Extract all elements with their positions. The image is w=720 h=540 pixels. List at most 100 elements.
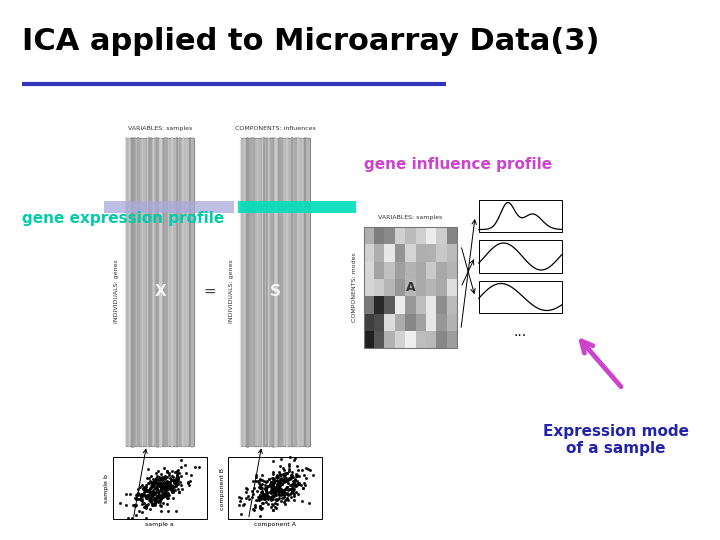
Point bbox=[279, 488, 291, 497]
Point bbox=[161, 473, 173, 482]
Point bbox=[120, 501, 132, 509]
Point bbox=[247, 490, 258, 498]
Point bbox=[274, 489, 285, 498]
Point bbox=[261, 490, 273, 499]
Point bbox=[132, 484, 144, 493]
Point bbox=[173, 480, 184, 488]
Point bbox=[267, 480, 279, 488]
Point bbox=[173, 485, 184, 494]
Point bbox=[127, 501, 139, 509]
Point bbox=[298, 479, 310, 488]
Point bbox=[287, 471, 298, 480]
Point bbox=[148, 489, 159, 497]
Point bbox=[153, 475, 164, 483]
Point bbox=[281, 483, 292, 492]
Bar bbox=[395, 227, 405, 244]
Text: sample b: sample b bbox=[104, 474, 109, 503]
Point bbox=[284, 485, 296, 494]
Point bbox=[254, 494, 266, 502]
Point bbox=[257, 490, 269, 498]
Point bbox=[153, 486, 165, 495]
Point bbox=[120, 489, 132, 498]
Point bbox=[171, 472, 183, 481]
Point bbox=[168, 482, 179, 491]
Point bbox=[134, 507, 145, 515]
Point bbox=[260, 490, 271, 498]
Point bbox=[132, 491, 143, 500]
Point bbox=[175, 456, 186, 464]
Point bbox=[240, 494, 251, 502]
Bar bbox=[374, 261, 384, 279]
Point bbox=[253, 496, 264, 504]
Point bbox=[114, 498, 125, 507]
Point bbox=[257, 490, 269, 499]
Point bbox=[255, 483, 266, 492]
Point bbox=[171, 478, 183, 487]
Point bbox=[150, 492, 161, 501]
Point bbox=[269, 488, 280, 496]
Point bbox=[264, 488, 276, 496]
Point bbox=[169, 478, 181, 487]
Point bbox=[169, 486, 181, 495]
Point bbox=[263, 492, 274, 501]
Point bbox=[129, 501, 140, 509]
Point bbox=[290, 481, 302, 490]
Point bbox=[258, 494, 270, 503]
Point bbox=[155, 484, 166, 493]
Point bbox=[147, 475, 158, 483]
Point bbox=[255, 492, 266, 501]
Point bbox=[130, 501, 142, 509]
Point bbox=[253, 479, 264, 488]
Point bbox=[291, 481, 302, 490]
Point bbox=[266, 488, 277, 496]
Point bbox=[130, 490, 142, 499]
Point bbox=[167, 494, 179, 502]
Point bbox=[254, 481, 266, 489]
Point bbox=[160, 472, 171, 481]
Point bbox=[280, 477, 292, 485]
Bar bbox=[374, 314, 384, 331]
Point bbox=[233, 492, 245, 501]
Point bbox=[254, 502, 266, 510]
Point bbox=[140, 492, 151, 501]
Point bbox=[159, 475, 171, 483]
Point bbox=[142, 491, 153, 500]
Point bbox=[163, 490, 175, 499]
Point bbox=[271, 491, 282, 500]
Point bbox=[255, 505, 266, 514]
Point bbox=[281, 483, 292, 492]
Point bbox=[266, 488, 278, 497]
Point bbox=[166, 466, 178, 475]
Point bbox=[161, 483, 173, 492]
Point bbox=[268, 475, 279, 484]
Point bbox=[160, 480, 171, 488]
Point bbox=[278, 488, 289, 496]
Point bbox=[266, 500, 278, 508]
Point bbox=[150, 477, 161, 486]
Point bbox=[280, 484, 292, 492]
Bar bbox=[104, 201, 234, 213]
Bar bbox=[479, 240, 562, 273]
Point bbox=[146, 488, 158, 496]
Point bbox=[257, 499, 269, 508]
Point bbox=[265, 481, 276, 489]
Point bbox=[142, 464, 153, 473]
Point bbox=[268, 491, 279, 500]
Point bbox=[276, 490, 287, 499]
Point bbox=[164, 474, 176, 482]
Text: COMPONENTS: influences: COMPONENTS: influences bbox=[235, 126, 316, 131]
Point bbox=[265, 480, 276, 489]
Point bbox=[266, 484, 278, 493]
Point bbox=[129, 502, 140, 511]
Point bbox=[268, 456, 279, 465]
Bar bbox=[415, 296, 426, 314]
Point bbox=[154, 496, 166, 504]
Point bbox=[168, 472, 179, 481]
Point bbox=[157, 493, 168, 502]
Bar bbox=[405, 296, 415, 314]
Point bbox=[155, 482, 166, 490]
Point bbox=[166, 485, 177, 494]
Point bbox=[158, 489, 170, 498]
Point bbox=[288, 485, 300, 494]
Bar bbox=[364, 331, 374, 348]
